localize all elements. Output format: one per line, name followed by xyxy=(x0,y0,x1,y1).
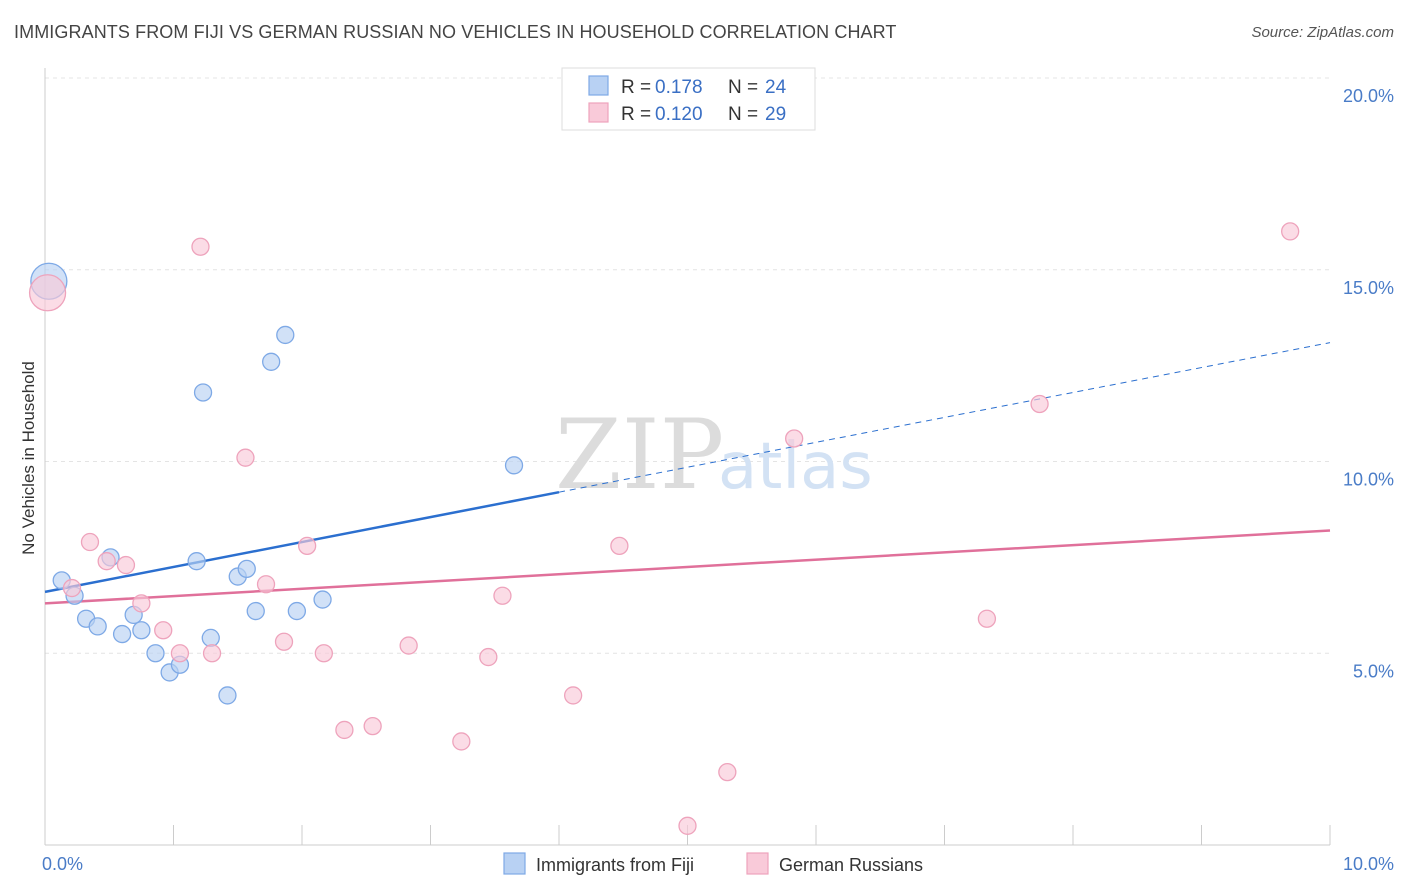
point-series1-1 xyxy=(62,578,82,598)
point-series1-25 xyxy=(785,429,804,448)
point-series0-20 xyxy=(276,325,295,345)
bottom-legend: Immigrants from Fiji German Russians xyxy=(503,852,923,875)
chart-title: IMMIGRANTS FROM FIJI VS GERMAN RUSSIAN N… xyxy=(14,22,897,42)
point-series1-7 xyxy=(170,644,190,663)
point-series1-22 xyxy=(610,536,629,556)
point-series0-6 xyxy=(112,624,132,644)
legend-n-label-0: N = xyxy=(728,77,758,98)
point-series0-21 xyxy=(287,601,307,621)
y-axis-label: No Vehicles in Household xyxy=(19,361,38,555)
legend-r-label-1: R = xyxy=(621,104,651,125)
y-tick-label-0: 5.0% xyxy=(1353,661,1394,681)
point-series1-18 xyxy=(452,732,471,751)
legend-r-value-1: 0.120 xyxy=(655,104,703,125)
point-series0-14 xyxy=(201,628,220,648)
source-credit: Source: ZipAtlas.com xyxy=(1251,24,1394,41)
legend-n-value-1: 29 xyxy=(765,104,786,125)
y-axis-label-group: No Vehicles in Household xyxy=(19,361,38,555)
point-series1-8 xyxy=(191,237,210,256)
legend-swatch-0 xyxy=(588,75,609,96)
point-series0-23 xyxy=(504,456,524,475)
trend-line-1 xyxy=(44,529,1331,605)
point-series1-13 xyxy=(297,536,317,556)
point-series0-17 xyxy=(237,559,256,579)
point-series1-16 xyxy=(363,716,382,736)
point-series1-12 xyxy=(274,632,294,651)
point-series1-10 xyxy=(236,448,255,467)
point-series1-24 xyxy=(718,762,737,782)
point-series1-6 xyxy=(154,621,173,640)
x-tick-label-1: 10.0% xyxy=(1343,854,1394,874)
legend-n-label-1: N = xyxy=(728,104,758,125)
watermark: ZIP atlas xyxy=(555,399,873,511)
point-series1-15 xyxy=(335,720,354,740)
point-series1-11 xyxy=(256,575,276,594)
point-series1-20 xyxy=(493,586,512,605)
legend-r-label-0: R = xyxy=(621,77,651,98)
legend: R = 0.178 N = 24 R = 0.120 N = 29 xyxy=(561,67,816,131)
point-series1-5 xyxy=(132,594,151,613)
axes: 0.0% 10.0% 5.0% 10.0% 15.0% 20.0% xyxy=(42,68,1394,874)
bottom-legend-label-0: Immigrants from Fiji xyxy=(536,855,694,875)
point-series1-23 xyxy=(678,816,697,835)
y-tick-label-1: 10.0% xyxy=(1343,470,1394,490)
point-series0-18 xyxy=(246,601,265,621)
x-tick-label-0: 0.0% xyxy=(42,854,83,874)
bottom-legend-label-1: German Russians xyxy=(779,855,923,875)
legend-r-value-0: 0.178 xyxy=(655,77,703,98)
point-series1-17 xyxy=(399,636,418,655)
point-series0-9 xyxy=(146,644,165,663)
point-series0-13 xyxy=(193,383,213,402)
point-series0-15 xyxy=(218,686,237,705)
bottom-legend-swatch-1 xyxy=(746,852,769,875)
trend-line-extension-0 xyxy=(558,342,1331,493)
bottom-legend-swatch-0 xyxy=(503,852,526,875)
point-series1-2 xyxy=(80,532,100,552)
point-series1-28 xyxy=(1281,222,1300,241)
point-series1-27 xyxy=(1030,394,1049,414)
point-series1-0 xyxy=(28,274,67,312)
point-series0-19 xyxy=(262,352,281,371)
point-series1-19 xyxy=(479,647,498,667)
legend-n-value-0: 24 xyxy=(765,77,787,98)
y-tick-label-2: 15.0% xyxy=(1343,278,1394,298)
legend-swatch-1 xyxy=(588,102,609,123)
y-tick-label-3: 20.0% xyxy=(1343,86,1394,106)
point-series1-14 xyxy=(314,644,333,663)
point-series1-3 xyxy=(97,552,116,571)
point-series0-12 xyxy=(187,552,206,571)
data-points xyxy=(28,222,1300,835)
point-series1-21 xyxy=(563,686,583,705)
point-series1-9 xyxy=(202,644,222,663)
point-series1-26 xyxy=(977,609,997,628)
point-series1-4 xyxy=(116,555,136,575)
point-series0-8 xyxy=(132,621,151,640)
point-series0-4 xyxy=(88,617,107,636)
point-series0-22 xyxy=(313,590,332,609)
watermark-zip: ZIP xyxy=(555,399,724,511)
